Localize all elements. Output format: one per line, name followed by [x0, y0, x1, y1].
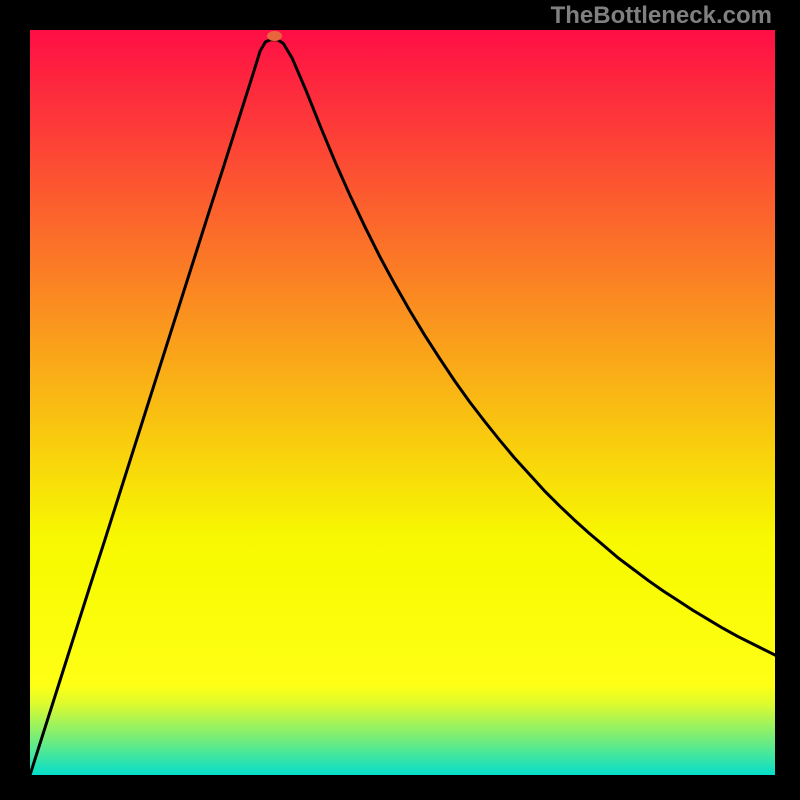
curve-path [30, 40, 775, 775]
watermark-text: TheBottleneck.com [551, 2, 772, 30]
optimal-point-marker [267, 31, 282, 41]
plot-area [30, 30, 775, 775]
bottleneck-curve [30, 30, 775, 775]
chart-stage: TheBottleneck.com [0, 0, 800, 800]
